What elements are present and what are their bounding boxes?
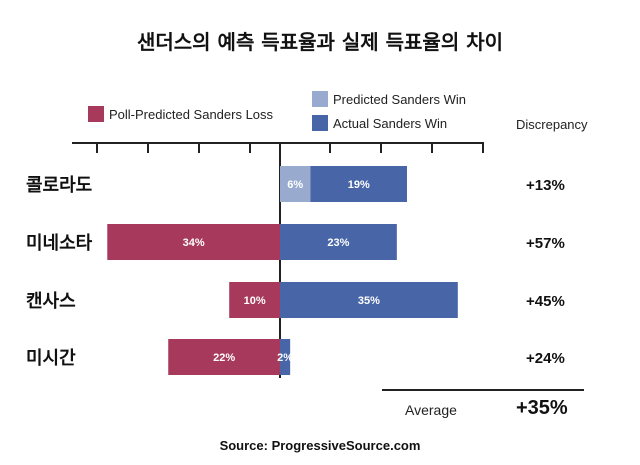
discrepancy-header: Discrepancy — [516, 117, 588, 132]
bar-actual-win-2 — [280, 282, 458, 318]
chart-title: 샌더스의 예측 득표율과 실제 득표율의 차이 — [136, 30, 503, 54]
data-label-0-1: 6% — [287, 179, 303, 191]
bar-predicted-win-0 — [280, 166, 311, 202]
bar-loss-3 — [168, 339, 280, 375]
category-label-2: 캔사스 — [26, 291, 76, 312]
category-label-1: 미네소타 — [26, 233, 93, 254]
discrepancy-value-1: +57% — [526, 235, 565, 252]
average-label: Average — [405, 402, 457, 418]
discrepancy-value-0: +13% — [526, 177, 565, 194]
bar-actual-win-1 — [280, 224, 397, 260]
bar-actual-win-3 — [280, 339, 291, 375]
discrepancy-value-3: +24% — [526, 350, 565, 367]
data-label-3-0: 22% — [213, 352, 235, 364]
discrepancy-value-2: +45% — [526, 293, 565, 310]
category-label-3: 미시간 — [26, 348, 76, 369]
legend-item-predicted-win: Predicted Sanders Win — [312, 91, 466, 107]
data-label-0-2: 19% — [348, 179, 370, 191]
category-label-0: 콜로라도 — [26, 175, 92, 196]
legend-swatch-loss — [88, 106, 104, 122]
average-value: +35% — [516, 397, 568, 419]
legend-label-predicted-win: Predicted Sanders Win — [333, 91, 466, 107]
legend-item-actual-win: Actual Sanders Win — [312, 115, 447, 131]
source-note: Source: ProgressiveSource.com — [219, 438, 421, 453]
legend-swatch-actual-win — [312, 115, 328, 131]
legend-label-loss: Poll-Predicted Sanders Loss — [109, 106, 274, 122]
bar-loss-2 — [229, 282, 280, 318]
legend-label-actual-win: Actual Sanders Win — [333, 115, 448, 131]
bar-loss-1 — [107, 224, 280, 260]
bar-actual-win-0 — [310, 166, 407, 202]
data-label-1-2: 23% — [327, 237, 349, 249]
legend-swatch-predicted-win — [312, 91, 328, 107]
legend-item-loss: Poll-Predicted Sanders Loss — [88, 106, 273, 122]
data-label-3-2: 2% — [277, 352, 293, 364]
data-label-2-0: 10% — [244, 295, 266, 307]
data-label-1-0: 34% — [183, 237, 205, 249]
data-label-2-2: 35% — [358, 295, 380, 307]
